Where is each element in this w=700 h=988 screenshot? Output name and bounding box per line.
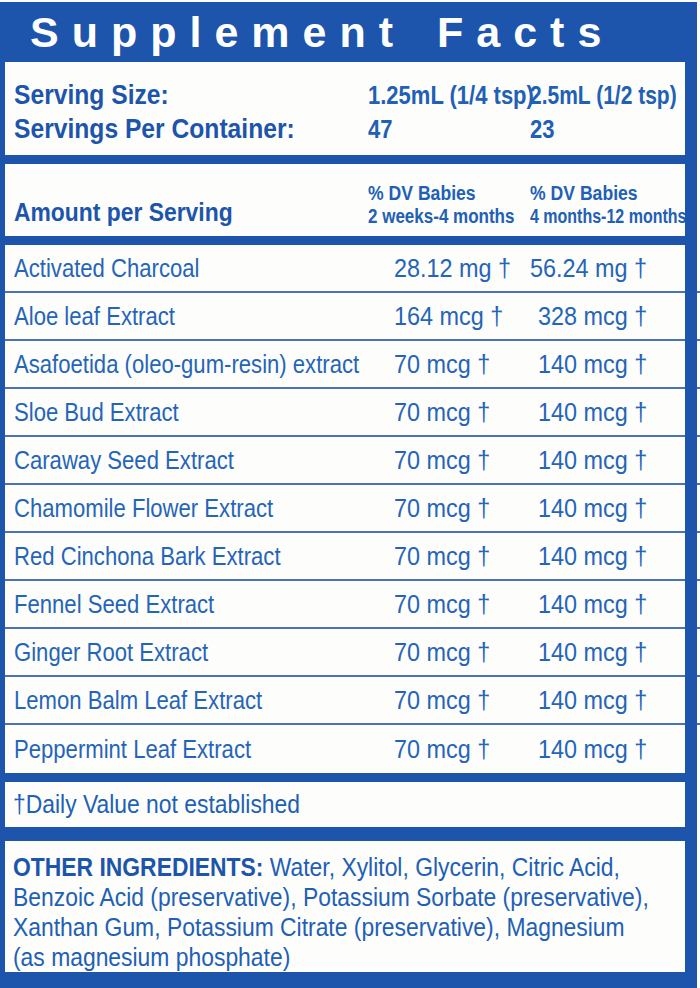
divider-bar bbox=[0, 827, 697, 841]
servings-per-container-value-1: 47 bbox=[368, 112, 392, 146]
left-border bbox=[0, 2, 5, 988]
serving-size-label: Serving Size: bbox=[14, 78, 169, 112]
table-row: Peppermint Leaf Extract 70 mcg † 140 mcg… bbox=[0, 725, 700, 773]
table-row: Asafoetida (oleo-gum-resin) extract 70 m… bbox=[0, 341, 700, 389]
divider-bar bbox=[0, 155, 697, 164]
other-ingredients-line1: Water, Xylitol, Glycerin, Citric Acid, bbox=[263, 852, 619, 882]
table-row: Lemon Balm Leaf Extract 70 mcg † 140 mcg… bbox=[0, 677, 700, 725]
table-row: Sloe Bud Extract 70 mcg † 140 mcg † bbox=[0, 389, 700, 437]
serving-size-row: Serving Size: 1.25mL (1/4 tsp) 2.5mL (1/… bbox=[0, 78, 700, 112]
servings-per-container-value-2: 23 bbox=[530, 112, 554, 146]
dv-column-header-1: % DV Babies 2 weeks-4 months bbox=[368, 182, 530, 228]
ingredient-table: Activated Charcoal 28.12 mg † 56.24 mg †… bbox=[0, 245, 700, 773]
supplement-facts-label: Supplement Facts Serving Size: 1.25mL (1… bbox=[0, 0, 700, 988]
amount-per-serving-header: Amount per Serving bbox=[14, 197, 233, 228]
serving-size-value-1: 1.25mL (1/4 tsp) bbox=[368, 78, 534, 112]
table-header: Amount per Serving % DV Babies 2 weeks-4… bbox=[0, 164, 700, 236]
divider-bar bbox=[0, 236, 697, 245]
dv-column-header-2: % DV Babies 4 months-12 months bbox=[530, 182, 700, 228]
table-row: Red Cinchona Bark Extract 70 mcg † 140 m… bbox=[0, 533, 700, 581]
other-ingredients-line3: Xanthan Gum, Potassium Citrate (preserva… bbox=[13, 912, 625, 942]
table-row: Activated Charcoal 28.12 mg † 56.24 mg † bbox=[0, 245, 700, 293]
table-row: Aloe leaf Extract 164 mcg † 328 mcg † bbox=[0, 293, 700, 341]
servings-per-container-row: Servings Per Container: 47 23 bbox=[0, 112, 700, 146]
bottom-bar bbox=[0, 972, 697, 988]
label-title-banner: Supplement Facts bbox=[0, 2, 697, 62]
other-ingredients-line4: (as magnesium phosphate) bbox=[13, 942, 290, 972]
right-border bbox=[685, 2, 697, 988]
servings-per-container-label: Servings Per Container: bbox=[14, 112, 295, 146]
label-title: Supplement Facts bbox=[30, 8, 614, 57]
table-row: Fennel Seed Extract 70 mcg † 140 mcg † bbox=[0, 581, 700, 629]
other-ingredients-section: OTHER INGREDIENTS: Water, Xylitol, Glyce… bbox=[0, 841, 700, 972]
daily-value-footnote: †Daily Value not established bbox=[13, 789, 300, 820]
serving-info-section: Serving Size: 1.25mL (1/4 tsp) 2.5mL (1/… bbox=[0, 62, 700, 155]
table-row: Chamomile Flower Extract 70 mcg † 140 mc… bbox=[0, 485, 700, 533]
serving-size-value-2: 2.5mL (1/2 tsp) bbox=[530, 78, 677, 112]
other-ingredients-label: OTHER INGREDIENTS: bbox=[13, 852, 263, 882]
divider-bar bbox=[0, 773, 697, 782]
other-ingredients-line2: Benzoic Acid (preservative), Potassium S… bbox=[13, 882, 649, 912]
table-row: Caraway Seed Extract 70 mcg † 140 mcg † bbox=[0, 437, 700, 485]
table-row: Ginger Root Extract 70 mcg † 140 mcg † bbox=[0, 629, 700, 677]
